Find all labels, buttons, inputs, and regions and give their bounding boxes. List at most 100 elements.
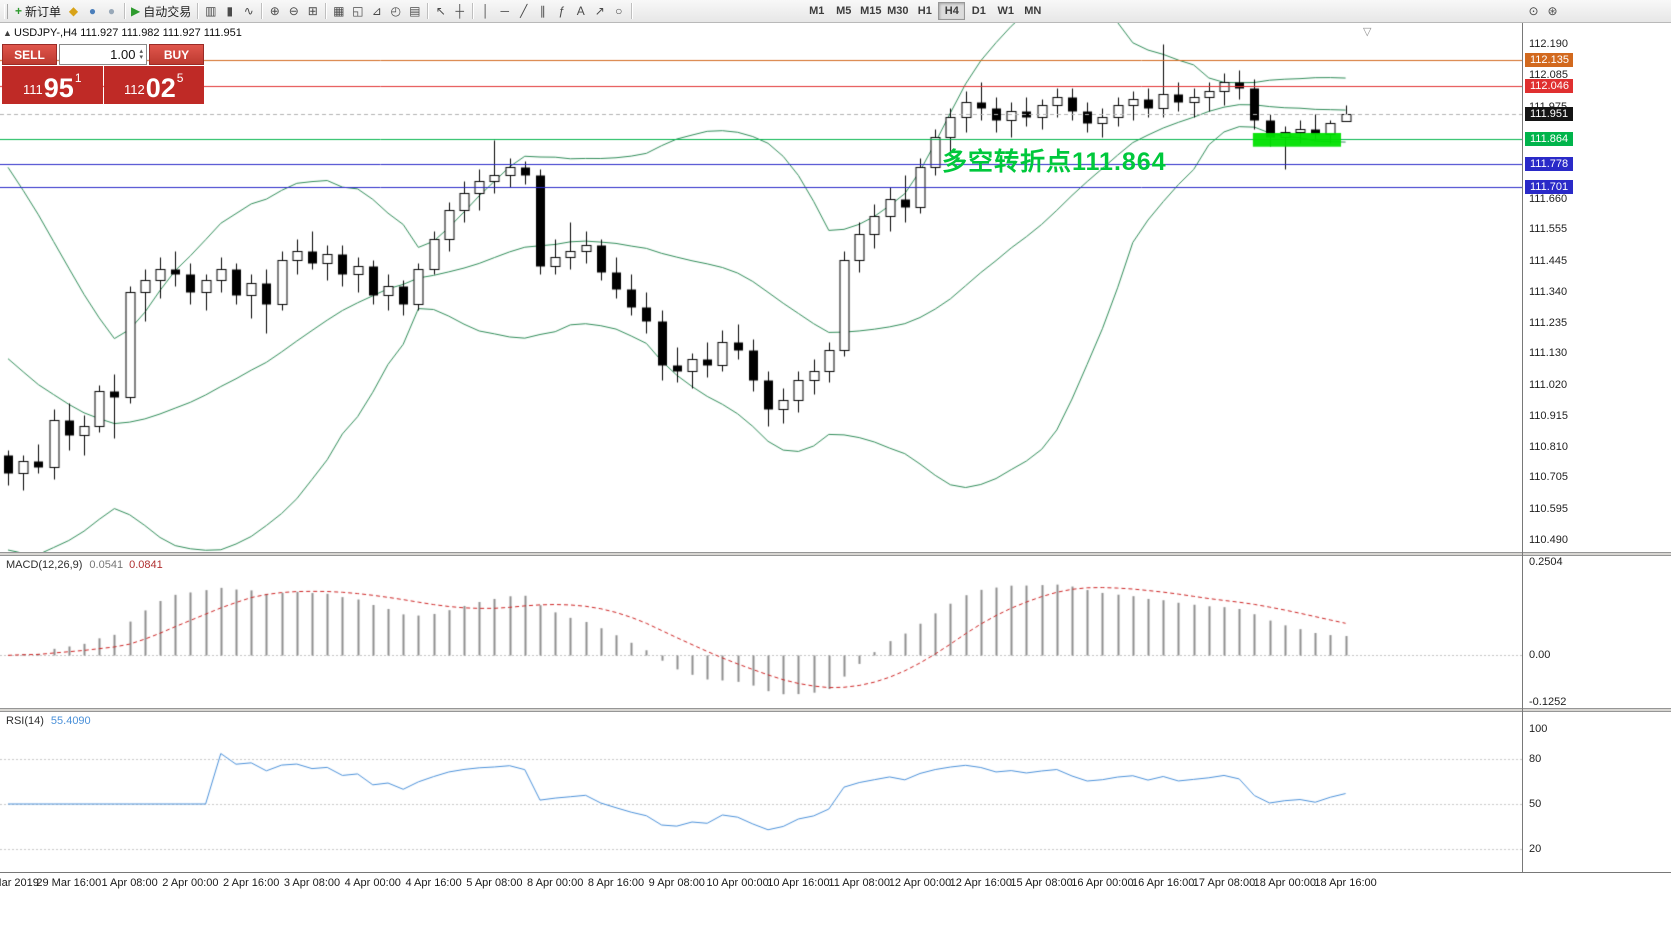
panel-divider[interactable] <box>0 552 1671 556</box>
rsi-axis-label: 100 <box>1529 723 1548 735</box>
price-line-badge: 112.046 <box>1525 79 1573 93</box>
community-icon[interactable]: ● <box>88 4 97 18</box>
time-axis-label: 12 Apr 16:00 <box>949 877 1012 889</box>
price-axis[interactable]: 112.190112.085111.975111.660111.555111.4… <box>1523 23 1670 552</box>
macd-signal-value: 0.0841 <box>129 559 163 571</box>
ask-pip-digit: 5 <box>176 71 184 85</box>
annotation-text[interactable]: 多空转折点111.864 <box>942 148 1167 176</box>
timeframe-mn[interactable]: MN <box>1024 5 1042 17</box>
chart-search-icon[interactable]: ⊙ <box>1528 3 1539 18</box>
vertical-line-icon[interactable]: │ <box>482 4 490 18</box>
toolbar-separator <box>124 3 126 19</box>
price-line-badge: 111.701 <box>1525 180 1573 194</box>
period-selector-icon[interactable]: ◴ <box>390 4 402 18</box>
sell-button[interactable]: SELL <box>2 44 57 65</box>
rsi-name: RSI(14) <box>6 715 44 727</box>
trendline-icon[interactable]: ╱ <box>520 4 528 18</box>
rsi-canvas[interactable] <box>0 712 1522 872</box>
buy-button[interactable]: BUY <box>149 44 204 65</box>
zoom-out-icon[interactable]: ⊖ <box>288 4 299 18</box>
docs-search-icon[interactable]: ⊛ <box>1547 3 1558 18</box>
main-chart-canvas[interactable] <box>0 23 1522 552</box>
volume-up-arrow[interactable]: ▴ <box>139 47 143 55</box>
macd-axis-label: -0.1252 <box>1529 696 1567 708</box>
rsi-label: RSI(14) 55.4090 <box>6 715 91 727</box>
toolbar-separator <box>472 3 474 19</box>
time-axis-label: 10 Apr 16:00 <box>767 877 830 889</box>
price-tick: 111.660 <box>1529 193 1568 205</box>
bid-big-digits: 95 <box>43 73 74 103</box>
timeframe-m15[interactable]: M15 <box>860 5 882 17</box>
price-tick: 110.595 <box>1529 503 1568 515</box>
horizontal-line-icon[interactable]: ─ <box>500 4 510 18</box>
zoom-in-icon[interactable]: ⊕ <box>269 4 280 18</box>
price-tick: 112.190 <box>1529 38 1568 50</box>
rsi-axis[interactable]: 100 80 50 20 <box>1523 712 1670 872</box>
macd-canvas[interactable] <box>0 556 1522 708</box>
auto-trading-icon: ▶ <box>131 4 141 18</box>
new-order-icon: + <box>15 4 23 18</box>
text-label-icon[interactable]: A <box>576 4 585 18</box>
time-axis-label: 15 Apr 08:00 <box>1010 877 1073 889</box>
time-axis-label: 5 Apr 08:00 <box>466 877 523 889</box>
cursor-icon[interactable]: ↖ <box>435 4 446 18</box>
time-axis-label: 4 Apr 00:00 <box>344 877 401 889</box>
templates-icon[interactable]: ▤ <box>409 4 421 18</box>
ask-big-digits: 02 <box>145 73 176 103</box>
volume-down-arrow[interactable]: ▾ <box>139 53 143 61</box>
shapes-icon[interactable]: ○ <box>615 4 623 18</box>
time-axis-label: 29 Mar 16:00 <box>36 877 102 889</box>
macd-axis[interactable]: 0.2504 0.00 -0.1252 <box>1523 556 1670 708</box>
timeframe-h1[interactable]: H1 <box>917 5 932 17</box>
timeframe-m30[interactable]: M30 <box>887 5 909 17</box>
tile-windows-icon[interactable]: ⊞ <box>307 4 318 18</box>
chart-profiles-icon[interactable]: ◱ <box>352 4 364 18</box>
timeframe-m1[interactable]: M1 <box>809 5 825 17</box>
time-axis-label: 10 Apr 00:00 <box>706 877 769 889</box>
time-axis-label: 18 Apr 16:00 <box>1314 877 1377 889</box>
one-click-collapse-toggle[interactable]: ▲ <box>3 28 12 38</box>
chart-shift-marker[interactable]: ▽ <box>1363 26 1372 38</box>
toolbar-separator <box>631 3 633 19</box>
channel-icon[interactable]: ∥ <box>539 4 546 18</box>
bar-chart-mode-icon[interactable]: ▥ <box>205 4 217 18</box>
main-chart-panel: ▲ USDJPY-,H4 111.927 111.982 111.927 111… <box>0 23 1522 552</box>
new-chart-icon[interactable]: ▦ <box>333 4 345 18</box>
fibonacci-icon[interactable]: ƒ <box>558 4 566 18</box>
one-click-trading-panel: SELL 1.00 ▴ ▾ BUY 111 95 1 112 <box>2 44 204 104</box>
panel-divider[interactable] <box>0 708 1671 712</box>
price-tick: 110.490 <box>1529 534 1568 546</box>
macd-name: MACD(12,26,9) <box>6 559 83 571</box>
toolbar-grip[interactable] <box>4 3 8 19</box>
bid-price-button[interactable]: 111 95 1 <box>2 66 103 104</box>
rsi-axis-label: 50 <box>1529 798 1542 810</box>
candlestick-mode-icon[interactable]: ▮ <box>226 4 234 18</box>
crosshair-icon[interactable]: ┼ <box>455 4 465 18</box>
toolbar-separator <box>197 3 199 19</box>
macd-panel: MACD(12,26,9) 0.0541 0.0841 <box>0 556 1522 708</box>
timeframe-d1[interactable]: D1 <box>971 5 986 17</box>
time-axis-label: 1 Apr 08:00 <box>101 877 158 889</box>
auto-trading-button[interactable]: ▶ 自动交易 <box>128 2 194 21</box>
arrow-object-icon[interactable]: ↗ <box>594 4 605 18</box>
price-tick: 111.235 <box>1529 317 1568 329</box>
indicators-icon[interactable]: ⊿ <box>371 4 382 18</box>
line-chart-mode-icon[interactable]: ∿ <box>243 4 254 18</box>
timeframe-m5[interactable]: M5 <box>836 5 852 17</box>
volume-stepper[interactable]: 1.00 ▴ ▾ <box>59 44 147 65</box>
new-order-label: 新订单 <box>25 4 62 19</box>
price-tick: 112.085 <box>1529 69 1568 81</box>
timeframe-w1[interactable]: W1 <box>997 5 1015 17</box>
macd-axis-label: 0.2504 <box>1529 556 1563 568</box>
price-tick: 111.555 <box>1529 223 1568 235</box>
timeframe-h4[interactable]: H4 <box>938 2 966 20</box>
time-axis-label: 29 Mar 2019 <box>0 877 39 889</box>
ask-price-button[interactable]: 112 02 5 <box>103 66 204 104</box>
new-order-button[interactable]: + 新订单 <box>12 2 64 21</box>
volume-value[interactable]: 1.00 <box>110 47 136 62</box>
toolbar-right-icons: ⊙ ⊛ <box>1524 1 1562 20</box>
metaquotes-icon[interactable]: ● <box>107 4 116 18</box>
mql-market-icon[interactable]: ◆ <box>68 4 79 18</box>
